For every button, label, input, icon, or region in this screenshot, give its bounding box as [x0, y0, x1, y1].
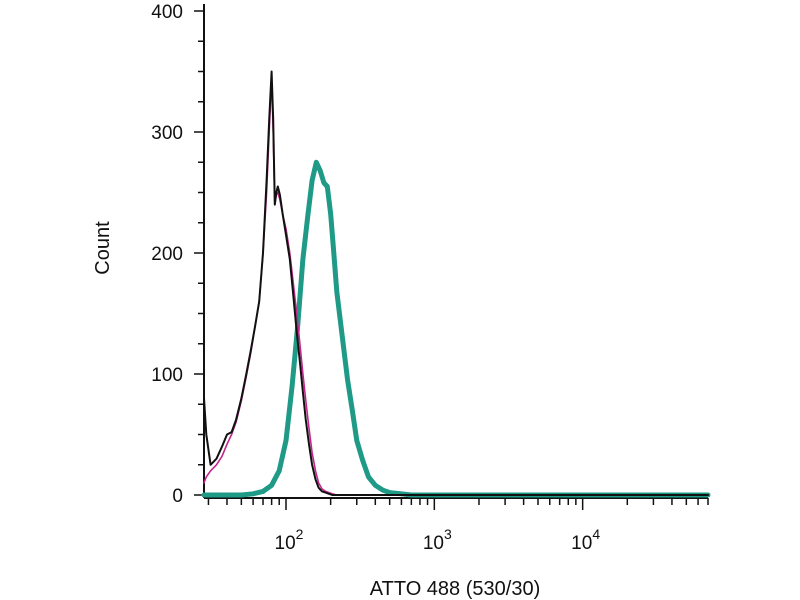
series-layer: [201, 70, 711, 498]
x-axis: 102 103 104: [204, 497, 709, 554]
x-tick-label: 103: [423, 526, 452, 554]
x-axis-title: ATTO 488 (530/30): [370, 578, 540, 600]
y-tick-label: 200: [151, 244, 183, 265]
series-line-magenta: [203, 76, 709, 496]
y-tick-label: 300: [151, 123, 183, 144]
y-axis-title: Count: [92, 221, 114, 275]
y-tick-label: 400: [151, 2, 183, 23]
x-tick-label: 104: [571, 526, 600, 554]
series-line-black: [203, 70, 709, 496]
y-axis: 0 100 200 300 400: [151, 2, 205, 507]
y-tick-label: 0: [172, 486, 183, 507]
y-tick-label: 100: [151, 365, 183, 386]
series-line-teal: [201, 159, 711, 498]
x-tick-label: 102: [275, 526, 304, 554]
